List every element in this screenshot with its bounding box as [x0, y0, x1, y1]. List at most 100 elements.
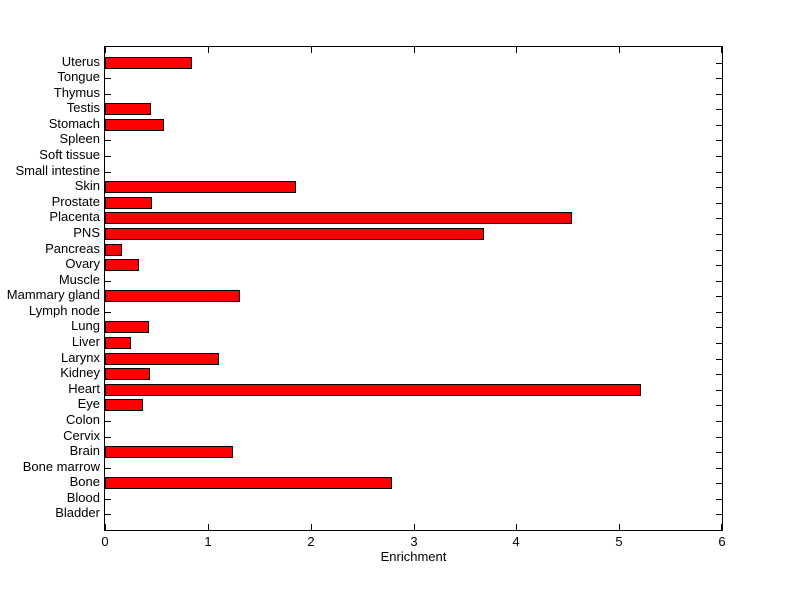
y-category-label: Heart: [68, 381, 100, 396]
y-category-label: Kidney: [60, 365, 100, 380]
y-axis-tick-left: [105, 468, 111, 469]
x-axis-tick-top: [414, 47, 415, 53]
y-category-label: Bladder: [55, 505, 100, 520]
y-axis-tick-right: [716, 265, 722, 266]
y-axis-tick-left: [105, 499, 111, 500]
y-axis-tick-right: [716, 390, 722, 391]
y-category-label: Bone: [69, 474, 100, 489]
y-category-label: Prostate: [51, 194, 100, 209]
y-axis-tick-right: [716, 405, 722, 406]
x-tick-label: 6: [718, 534, 726, 549]
x-axis-tick: [721, 524, 722, 530]
bar-bone: [105, 477, 392, 489]
y-category-label: Thymus: [53, 85, 100, 100]
y-category-label: Mammary gland: [6, 287, 100, 302]
y-axis-tick-left: [105, 437, 111, 438]
x-axis-tick-top: [619, 47, 620, 53]
y-axis-tick-left: [105, 421, 111, 422]
bar-skin: [105, 181, 296, 193]
bar-kidney: [105, 368, 150, 380]
y-axis-tick-right: [716, 203, 722, 204]
y-axis-tick-right: [716, 125, 722, 126]
y-axis-tick-left: [105, 281, 111, 282]
bar-uterus: [105, 57, 192, 69]
x-axis-tick: [208, 524, 209, 530]
x-axis-tick-top: [721, 47, 722, 53]
bar-pancreas: [105, 244, 122, 256]
y-axis-tick-right: [716, 499, 722, 500]
y-axis-tick-right: [716, 281, 722, 282]
y-category-label: Pancreas: [45, 241, 100, 256]
y-axis-tick-right: [716, 140, 722, 141]
bar-liver: [105, 337, 131, 349]
x-axis-tick: [619, 524, 620, 530]
y-category-label: Skin: [74, 178, 100, 193]
y-axis-tick-left: [105, 172, 111, 173]
y-axis-tick-left: [105, 140, 111, 141]
x-axis-tick-top: [516, 47, 517, 53]
y-category-label: Soft tissue: [39, 147, 100, 162]
y-category-label: Muscle: [58, 272, 100, 287]
y-axis-tick-right: [716, 218, 722, 219]
bar-placenta: [105, 212, 572, 224]
bar-ovary: [105, 259, 139, 271]
y-axis-tick-right: [716, 437, 722, 438]
y-axis-tick-left: [105, 514, 111, 515]
y-category-label: PNS: [73, 225, 100, 240]
bar-stomach: [105, 119, 164, 131]
bar-eye: [105, 399, 143, 411]
x-tick-label: 0: [101, 534, 109, 549]
y-category-label: Brain: [69, 443, 100, 458]
y-category-label: Larynx: [60, 350, 100, 365]
y-category-label: Lung: [71, 318, 100, 333]
x-axis-tick-top: [105, 47, 106, 53]
y-axis-tick-right: [716, 483, 722, 484]
x-axis-tick: [105, 524, 106, 530]
bar-mammary-gland: [105, 290, 240, 302]
y-category-label: Small intestine: [15, 163, 100, 178]
y-category-label: Placenta: [49, 209, 100, 224]
y-axis-tick-left: [105, 78, 111, 79]
y-category-label: Blood: [66, 490, 100, 505]
x-tick-label: 5: [615, 534, 623, 549]
y-axis-tick-right: [716, 421, 722, 422]
y-axis-tick-right: [716, 78, 722, 79]
y-axis-tick-right: [716, 250, 722, 251]
y-category-label: Testis: [66, 100, 100, 115]
y-axis-tick-right: [716, 359, 722, 360]
x-axis-tick: [516, 524, 517, 530]
y-axis-tick-right: [716, 312, 722, 313]
bar-pns: [105, 228, 484, 240]
y-axis-tick-right: [716, 187, 722, 188]
y-axis-tick-right: [716, 343, 722, 344]
y-category-label: Ovary: [65, 256, 100, 271]
y-category-label: Spleen: [59, 131, 100, 146]
y-category-label: Stomach: [48, 116, 100, 131]
bar-brain: [105, 446, 233, 458]
bar-prostate: [105, 197, 152, 209]
y-category-label: Uterus: [61, 54, 100, 69]
y-axis-tick-right: [716, 94, 722, 95]
x-tick-label: 1: [204, 534, 212, 549]
y-axis-tick-right: [716, 296, 722, 297]
x-tick-label: 4: [512, 534, 520, 549]
x-tick-label: 2: [307, 534, 315, 549]
y-axis-tick-right: [716, 234, 722, 235]
y-axis-tick-right: [716, 63, 722, 64]
bar-testis: [105, 103, 151, 115]
plot-area: [104, 46, 723, 531]
y-axis-tick-left: [105, 94, 111, 95]
y-axis-tick-left: [105, 156, 111, 157]
y-axis-tick-right: [716, 109, 722, 110]
y-category-label: Eye: [77, 396, 100, 411]
y-axis-tick-right: [716, 327, 722, 328]
y-axis-tick-right: [716, 374, 722, 375]
y-axis-tick-right: [716, 514, 722, 515]
bar-lung: [105, 321, 149, 333]
y-category-label: Tongue: [57, 69, 100, 84]
y-axis-tick-right: [716, 156, 722, 157]
y-category-label: Cervix: [63, 428, 100, 443]
x-axis-tick-top: [208, 47, 209, 53]
bar-larynx: [105, 353, 219, 365]
